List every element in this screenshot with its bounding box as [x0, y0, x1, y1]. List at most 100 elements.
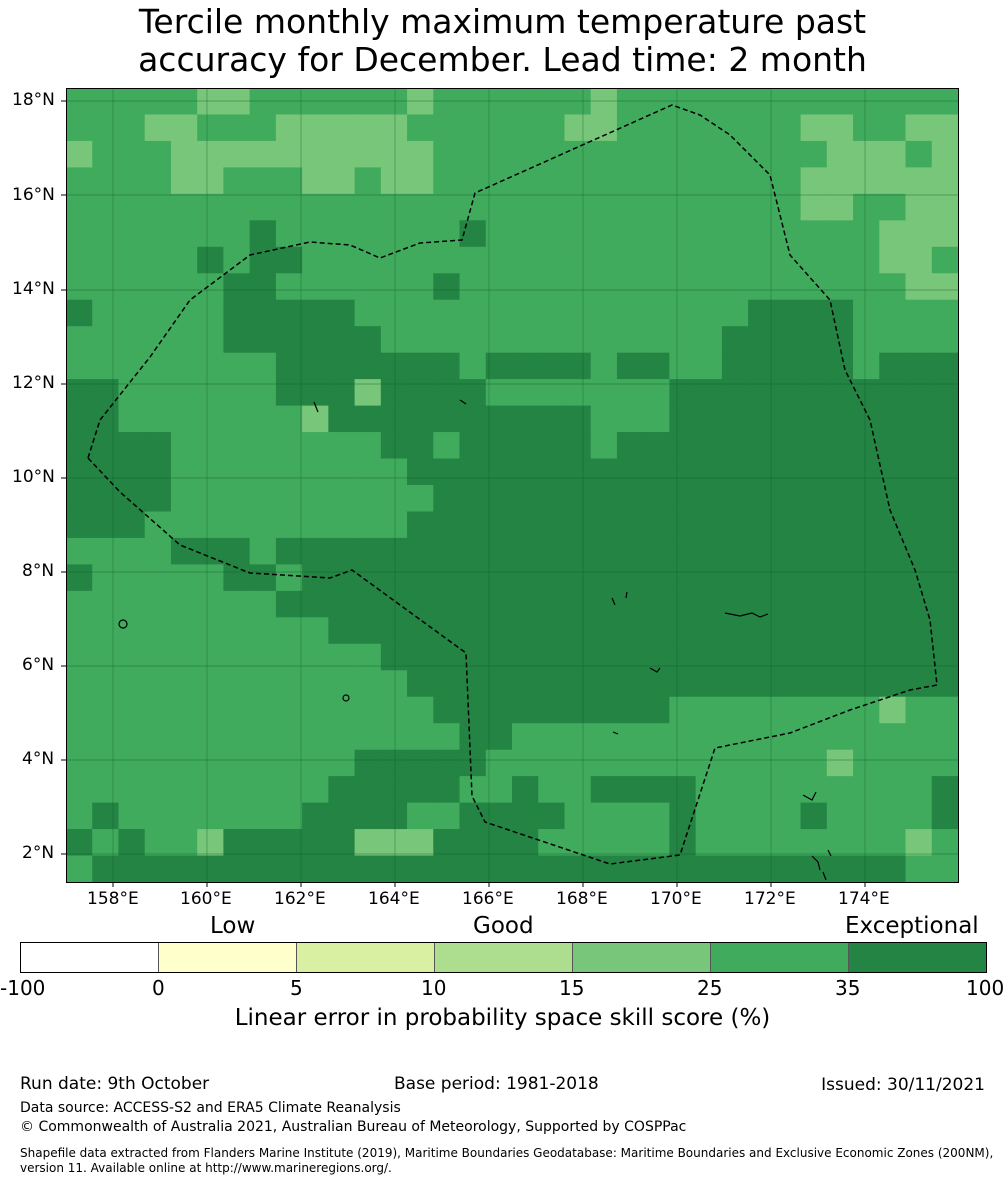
- skill-cell: [485, 802, 513, 830]
- skill-cell: [879, 749, 907, 777]
- skill-cell: [485, 405, 513, 433]
- skill-cell: [407, 855, 434, 883]
- skill-cell: [879, 167, 907, 195]
- skill-cell: [328, 696, 356, 724]
- skill-cell: [354, 855, 382, 883]
- skill-cell: [800, 220, 828, 248]
- skill-cell: [197, 114, 225, 142]
- skill-cell: [774, 670, 802, 698]
- skill-cell: [485, 352, 513, 380]
- skill-cell: [616, 776, 644, 804]
- skill-cell: [721, 511, 749, 539]
- skill-cell: [590, 485, 618, 513]
- skill-cell: [695, 114, 723, 142]
- skill-cell: [328, 167, 356, 195]
- skill-cell: [197, 723, 225, 751]
- skill-cell: [118, 167, 146, 195]
- skill-cell: [223, 855, 251, 883]
- skill-cell: [931, 140, 959, 168]
- skill-cell: [380, 485, 408, 513]
- skill-cell: [92, 643, 120, 671]
- skill-cell: [380, 617, 408, 645]
- skill-cell: [485, 193, 513, 221]
- skill-cell: [853, 723, 880, 751]
- skill-cell: [170, 326, 198, 354]
- skill-cell: [249, 88, 277, 116]
- skill-cell: [538, 458, 566, 486]
- skill-cell: [564, 564, 592, 592]
- skill-cell: [433, 723, 461, 751]
- skill-cell: [66, 485, 93, 513]
- skill-cell: [223, 246, 251, 274]
- skill-cell: [118, 643, 146, 671]
- skill-cell: [275, 140, 303, 168]
- skill-cell: [459, 643, 487, 671]
- skill-cell: [249, 114, 277, 142]
- skill-cell: [616, 696, 644, 724]
- skill-cell: [931, 723, 959, 751]
- skill-cell: [748, 352, 775, 380]
- skill-cell: [380, 140, 408, 168]
- skill-cell: [800, 564, 828, 592]
- lat-tick-18n: 18°N: [12, 90, 55, 110]
- skill-cell: [748, 246, 775, 274]
- skill-cell: [538, 643, 566, 671]
- skill-cell: [118, 511, 146, 539]
- skill-cell: [853, 617, 880, 645]
- skill-cell: [748, 564, 775, 592]
- skill-cell: [302, 114, 329, 142]
- skill-cell: [249, 723, 277, 751]
- skill-cell: [695, 511, 723, 539]
- skill-cell: [748, 670, 775, 698]
- skill-cell: [931, 485, 959, 513]
- skill-cell: [223, 617, 251, 645]
- skill-cell: [800, 352, 828, 380]
- skill-cell: [512, 432, 539, 460]
- skill-cell: [118, 590, 146, 618]
- skill-cell: [170, 485, 198, 513]
- skill-cell: [170, 405, 198, 433]
- skill-cell: [800, 273, 828, 301]
- skill-cell: [564, 405, 592, 433]
- skill-cell: [931, 458, 959, 486]
- skill-cell: [931, 670, 959, 698]
- skill-cell: [459, 485, 487, 513]
- skill-cell: [721, 776, 749, 804]
- skill-cell: [302, 749, 329, 777]
- skill-cell: [354, 723, 382, 751]
- skill-cell: [512, 829, 539, 857]
- skill-cell: [302, 246, 329, 274]
- skill-cell: [669, 485, 697, 513]
- skill-cell: [223, 273, 251, 301]
- skill-cell: [853, 246, 880, 274]
- skill-cell: [564, 723, 592, 751]
- skill-cell: [144, 643, 172, 671]
- skill-cell: [459, 723, 487, 751]
- skill-cell: [695, 246, 723, 274]
- skill-cell: [643, 802, 671, 830]
- skill-cell: [92, 167, 120, 195]
- skill-cell: [879, 88, 907, 116]
- skill-cell: [433, 193, 461, 221]
- skill-cell: [302, 723, 329, 751]
- skill-cell: [669, 220, 697, 248]
- skill-cell: [433, 458, 461, 486]
- skill-cell: [905, 723, 933, 751]
- skill-cell: [328, 670, 356, 698]
- skill-cell: [643, 273, 671, 301]
- skill-cell: [380, 193, 408, 221]
- skill-cell: [144, 485, 172, 513]
- skill-cell: [197, 485, 225, 513]
- island-outline: [118, 619, 128, 629]
- skill-cell: [223, 511, 251, 539]
- skill-cell: [328, 776, 356, 804]
- skill-cell: [170, 749, 198, 777]
- skill-cell: [249, 220, 277, 248]
- skill-cell: [144, 246, 172, 274]
- skill-cell: [275, 590, 303, 618]
- skill-cell: [249, 643, 277, 671]
- skill-cell: [407, 749, 434, 777]
- skill-cell: [774, 802, 802, 830]
- skill-cell: [564, 273, 592, 301]
- skill-cell: [328, 564, 356, 592]
